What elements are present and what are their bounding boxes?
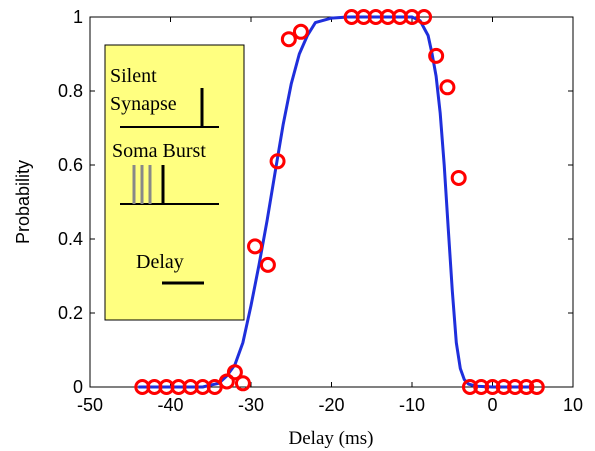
axis-tick-labels: -50 -40 -30 -20 -10 0 10 0 0.2 0.4 0.6 0.8 1 [58, 7, 583, 415]
x-tick-label: 0 [487, 395, 497, 415]
inset-background [104, 44, 245, 321]
data-point [259, 256, 276, 273]
y-tick-label: 0.8 [58, 81, 83, 101]
inset-silent-label: Silent [110, 65, 157, 87]
y-tick-label: 1 [73, 7, 83, 27]
data-point [450, 169, 467, 186]
x-tick-label: -10 [399, 395, 425, 415]
data-point [473, 379, 490, 395]
y-axis-label: Probability [13, 160, 33, 244]
x-tick-label: -40 [157, 395, 183, 415]
x-tick-label: 10 [563, 395, 583, 415]
data-point [247, 238, 264, 255]
inset-soma-burst-label: Soma Burst [112, 140, 206, 162]
data-point [428, 47, 445, 64]
data-point [218, 373, 235, 390]
axis-ticks [89, 16, 574, 388]
data-point [507, 379, 524, 395]
inset-diagram: Silent Synapse Soma Burst Delay [104, 44, 245, 321]
data-point [495, 379, 512, 395]
data-point [226, 364, 243, 381]
data-point [439, 79, 456, 96]
data-point [416, 9, 433, 25]
data-markers-group [134, 9, 545, 395]
fit-curve [138, 15, 533, 389]
data-point [528, 379, 545, 395]
data-point [484, 379, 501, 395]
data-point [518, 379, 535, 395]
y-tick-label: 0.6 [58, 155, 83, 175]
data-point [234, 375, 251, 392]
y-tick-label: 0.4 [58, 229, 83, 249]
plot-area: -50 -40 -30 -20 -10 0 10 0 0.2 0.4 0.6 0.8 1 Silent … [58, 7, 583, 415]
x-tick-label: -20 [318, 395, 344, 415]
inset-delay-label: Delay [136, 251, 184, 273]
data-point [269, 153, 286, 170]
data-point [292, 23, 309, 40]
data-point [461, 379, 478, 395]
y-tick-label: 0.2 [58, 303, 83, 323]
x-tick-label: -50 [77, 395, 103, 415]
data-point [280, 31, 297, 48]
y-tick-label: 0 [73, 377, 83, 397]
x-axis-label: Delay (ms) [289, 428, 374, 449]
inset-synapse-label: Synapse [110, 93, 177, 115]
fit-curve-group [138, 15, 533, 389]
x-tick-label: -30 [238, 395, 264, 415]
